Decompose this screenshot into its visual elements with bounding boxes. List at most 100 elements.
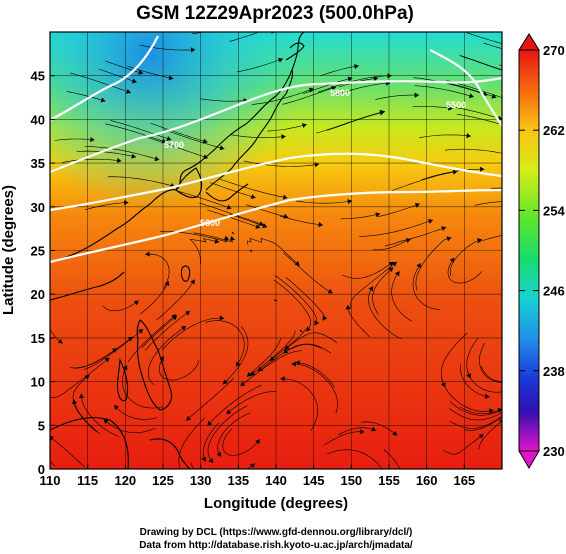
x-tick-label: 130 [190,473,212,488]
streamline [121,365,163,409]
streamline-arrow [185,311,190,316]
streamline [163,129,225,150]
streamline [161,317,225,351]
streamline-arrow [391,261,397,267]
streamline [102,300,139,312]
streamline [273,279,311,332]
streamline [193,232,235,243]
streamline-arrow [186,415,191,421]
streamline [460,406,502,415]
colorbar-tick-label: 262 [543,123,565,138]
streamline [490,187,502,189]
streamline-arrow [306,326,311,332]
streamline [279,215,324,226]
streamline-arrow [8,433,13,438]
streamline [372,267,394,315]
x-tick-label: 125 [152,473,174,488]
streamline-arrow [368,286,374,292]
streamline [207,384,262,426]
plot-area: 5700 5800 5600 5500 [8,32,554,469]
streamline [316,111,385,134]
streamline [384,226,447,247]
credit-line-1: Drawing by DCL (https://www.gfd-dennou.o… [140,527,413,538]
streamline-arrow [133,300,139,306]
streamline-arrow [181,326,187,331]
streamline-arrow [480,166,485,172]
streamline-arrow [166,136,172,141]
streamline-arrow [452,169,458,175]
streamline [207,209,261,229]
contour-label: 5500 [446,100,466,110]
streamline [359,219,434,237]
streamline [217,412,251,457]
streamline-arrow [240,381,246,386]
streamline-arrow [514,400,519,405]
y-tick-label: 5 [38,418,45,433]
streamline-arrow [250,371,256,376]
y-tick-label: 25 [31,244,45,259]
streamline-arrow [314,320,320,326]
streamline-arrow [477,238,482,244]
streamline [440,332,468,388]
streamline-arrow [207,420,213,426]
height-contours [50,35,502,264]
streamline-arrow [262,223,268,229]
streamline-arrow [510,98,515,103]
streamline [50,460,56,467]
streamline [110,120,172,141]
streamline [139,44,196,51]
streamline [296,200,353,204]
streamline [466,32,502,44]
x-tick-label: 160 [416,473,438,488]
streamline-arrow [258,366,263,372]
streamline [222,326,249,385]
streamline [145,253,170,289]
streamline-arrow [448,105,453,111]
streamline-arrow [505,69,510,74]
streamline [284,332,338,350]
streamline-arrow [131,78,137,84]
streamline-arrow [294,260,300,266]
streamline [210,182,256,199]
y-tick-label: 20 [31,287,45,302]
streamline-arrow [488,408,494,414]
streamline-arrow [224,235,229,241]
streamline [66,91,106,102]
colorbar-min-arrow [518,450,540,469]
streamline [421,168,485,180]
streamline-arrow [190,279,195,285]
streamline-arrow [499,419,502,424]
x-tick-label: 110 [40,473,61,488]
streamline-arrow [138,329,144,334]
streamline-arrow [295,360,300,366]
x-tick-label: 155 [378,473,400,488]
streamline-arrow [504,42,509,47]
streamline-arrow [168,75,174,81]
streamline [274,275,318,326]
streamline [317,75,392,93]
streamline [192,32,205,35]
streamline-arrow [283,348,289,354]
streamline-arrow [510,408,515,413]
streamline-arrow [497,408,502,413]
streamline [466,337,479,379]
x-tick-label: 135 [227,473,249,488]
streamline-arrow [308,87,314,93]
x-tick-label: 150 [340,473,362,488]
streamline [320,65,359,77]
streamline-arrow [327,288,333,294]
streamline-arrow [255,439,260,445]
streamline-arrow [214,238,220,244]
streamline-arrow [226,409,232,414]
streamline-arrow [484,393,490,399]
streamline [327,449,383,469]
streamline [459,54,502,71]
streamline-arrow [468,93,474,99]
streamline-arrow [171,314,177,320]
y-axis: 0 5 10 15 20 25 30 35 40 45 [31,69,55,477]
streamline [392,171,458,191]
streamline [415,237,452,291]
colorbar-max-arrow [518,33,540,51]
streamline-arrow [549,76,554,81]
